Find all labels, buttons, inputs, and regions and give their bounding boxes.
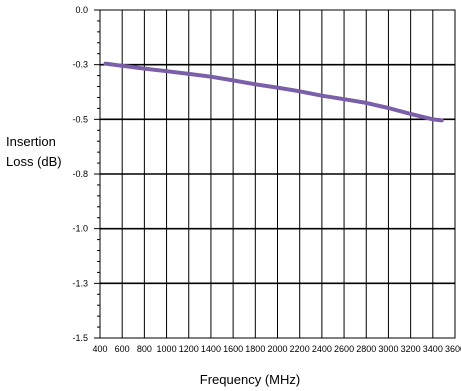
x-tick-label: 1200: [179, 344, 199, 354]
series-point: [276, 86, 279, 90]
x-tick-label: 2000: [267, 344, 287, 354]
x-tick-label: 1800: [245, 344, 265, 354]
x-tick-label: 3600: [445, 344, 461, 354]
series-point: [431, 117, 435, 121]
x-tick-label: 1400: [201, 344, 221, 354]
series-point: [386, 106, 390, 110]
series-point: [104, 62, 108, 66]
y-axis-title-line1: Insertion: [6, 134, 56, 149]
series-layer: [103, 61, 444, 123]
y-tick-label: -1.3: [72, 278, 88, 288]
y-tick-labels: 0.0 -0.3 -0.5 -0.8 -1.0 -1.3 -1.5: [72, 5, 88, 343]
y-tick-label: -0.3: [72, 60, 88, 70]
x-tick-label: 400: [92, 344, 107, 354]
series-point: [440, 118, 444, 122]
y-tick-label: -1.5: [72, 333, 88, 343]
series-point: [320, 94, 324, 98]
series-point: [120, 64, 124, 68]
series-point: [409, 112, 413, 116]
series-point: [298, 89, 302, 93]
series-point: [187, 72, 191, 76]
x-tick-label: 600: [115, 344, 130, 354]
x-tick-label: 800: [137, 344, 152, 354]
x-axis-title: Frequency (MHz): [200, 372, 300, 387]
x-tick-label: 2800: [356, 344, 376, 354]
minor-ticks: [94, 9, 100, 339]
series-point: [342, 97, 346, 101]
x-tick-label: 1000: [157, 344, 177, 354]
x-tick-label: 3200: [401, 344, 421, 354]
y-axis-title-line2: Loss (dB): [6, 154, 62, 169]
x-tick-label: 1600: [223, 344, 243, 354]
series-point: [209, 75, 213, 79]
series-point: [165, 69, 169, 73]
x-tick-labels: 400 600 800 1000 1200 1400 1600 1800 2000 2200 240…: [92, 344, 461, 354]
x-tick-label: 3400: [423, 344, 443, 354]
y-tick-label: 0.0: [75, 5, 88, 15]
series-point: [253, 82, 257, 86]
y-tick-label: -1.0: [72, 224, 88, 234]
y-tick-label: -0.8: [72, 169, 88, 179]
y-tick-label: -0.5: [72, 114, 88, 124]
series-point: [364, 101, 368, 105]
x-tick-label: 2200: [290, 344, 310, 354]
series-point: [231, 78, 235, 82]
grid-lines: [99, 9, 456, 339]
x-tick-label: 3000: [378, 344, 398, 354]
series-point: [142, 67, 146, 71]
x-tick-label: 2600: [334, 344, 354, 354]
x-tick-label: 2400: [312, 344, 332, 354]
